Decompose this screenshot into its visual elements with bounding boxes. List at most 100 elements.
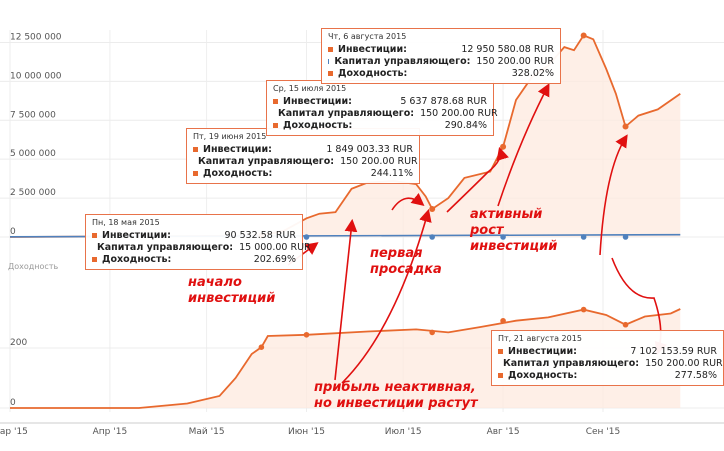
y-tick-label: 10 000 000 [10,71,62,81]
legend-square-icon [193,146,198,152]
tooltip-label: Капитал управляющего: [198,155,335,167]
investment-point[interactable] [429,205,436,212]
tooltip-5: Пт, 21 августа 2015 Инвестиции: 7 102 153.… [491,330,724,386]
yield-point[interactable] [258,344,265,350]
x-tick-label: Мар '15 [0,427,28,437]
tooltip-4: Чт, 6 августа 2015 Инвестиции: 12 950 580.… [321,28,561,84]
tooltip-value: 5 637 878.68 RUR [400,95,487,107]
tooltip-label: Инвестиции: [283,95,352,107]
tooltip-value: 15 000.00 RUR [239,241,311,253]
tooltip-row-inv: Инвестиции: 12 950 580.08 RUR [328,43,554,55]
legend-square-icon [328,70,333,76]
tooltip-row-inv: Инвестиции: 90 532.58 RUR [92,229,296,241]
annotation-arrow [334,218,358,381]
legend-square-icon [92,256,97,262]
x-tick-label: Июл '15 [385,427,422,437]
legend-square-icon [498,348,503,354]
capital-point[interactable] [429,234,435,240]
tooltip-label: Капитал управляющего: [334,55,471,67]
tooltip-value: 202.69% [253,253,296,265]
y-tick-label: 7 500 000 [10,110,56,120]
tooltip-label: Капитал управляющего: [503,357,640,369]
yield-point[interactable] [622,321,629,328]
x-tick-label: Авг '15 [487,427,520,437]
tooltip-date: Пт, 19 июня 2015 [193,132,267,141]
tooltip-2: Пт, 19 июня 2015 Инвестиции: 1 849 003.33 … [186,128,420,184]
tooltip-row-yld: Доходность: 290.84% [273,119,487,131]
x-tick-label: Сен '15 [586,427,621,437]
tooltip-label: Доходность: [508,369,578,381]
legend-square-icon [498,372,503,378]
tooltip-row-cap: Капитал управляющего: 150 200.00 RUR [328,55,554,67]
tooltip-row-cap: Капитал управляющего: 15 000.00 RUR [92,241,311,253]
tooltip-row-cap: Капитал управляющего: 150 200.00 RUR [273,107,498,119]
tooltip-value: 7 102 153.59 RUR [630,345,717,357]
capital-point[interactable] [500,234,506,240]
series-line-0-0 [9,34,681,238]
capital-point[interactable] [580,234,587,240]
x-tick-label: Июн '15 [288,427,325,437]
annotation-arrow [391,192,425,211]
y-tick-label: 2 500 000 [10,188,56,198]
tooltip-value: 1 849 003.33 RUR [326,143,413,155]
x-tick-label: Май '15 [189,427,225,437]
tooltip-label: Доходность: [102,253,172,265]
tooltip-date: Ср, 15 июля 2015 [273,84,347,93]
tooltip-value: 150 200.00 RUR [340,155,418,167]
tooltip-value: 328.02% [511,67,554,79]
series-area-0-0 [10,35,681,238]
tooltip-date: Пт, 21 августа 2015 [498,334,582,343]
y-tick-label: 0 [10,398,16,408]
legend-square-icon [273,122,278,128]
annotation-a3: активный рост инвестиций [470,207,558,254]
tooltip-1: Пн, 18 мая 2015 Инвестиции: 90 532.58 RUR К… [85,214,311,270]
tooltip-row-yld: Доходность: 277.58% [498,369,717,381]
annotation-arrow [497,83,550,207]
annotation-arrow [599,134,628,256]
tooltip-row-cap: Капитал управляющего: 150 200.00 RUR [498,357,723,369]
legend-square-icon [328,46,333,52]
investment-point[interactable] [580,32,587,39]
yield-point[interactable] [500,317,506,324]
y-tick-label: 0 [10,227,16,237]
yield-point[interactable] [580,306,587,313]
capital-point[interactable] [303,234,310,240]
investment-point[interactable] [622,123,629,130]
y-tick-label: 200 [10,338,27,348]
tooltip-label: Капитал управляющего: [278,107,415,119]
yield-point[interactable] [303,331,310,338]
tooltip-row-yld: Доходность: 244.11% [193,167,413,179]
tooltip-value: 290.84% [444,119,487,131]
capital-point[interactable] [622,234,629,240]
tooltip-label: Инвестиции: [508,345,577,357]
tooltip-row-yld: Доходность: 202.69% [92,253,296,265]
x-tick-label: Апр '15 [93,427,128,437]
tooltip-value: 150 200.00 RUR [420,107,498,119]
tooltip-row-cap: Капитал управляющего: 150 200.00 RUR [193,155,418,167]
tooltip-label: Доходность: [338,67,408,79]
legend-square-icon [193,170,198,176]
tooltip-label: Инвестиции: [203,143,272,155]
tooltip-value: 150 200.00 RUR [645,357,723,369]
yield-panel-title: Доходность [8,262,59,271]
investment-point[interactable] [500,143,507,150]
tooltip-date: Чт, 6 августа 2015 [328,32,407,41]
tooltip-row-yld: Доходность: 328.02% [328,67,554,79]
series-line-1-0 [10,308,681,409]
tooltip-3: Ср, 15 июля 2015 Инвестиции: 5 637 878.68 … [266,80,498,136]
annotation-a1: начало инвестиций [188,275,276,306]
tooltip-value: 150 200.00 RUR [476,55,554,67]
legend-square-icon [92,232,97,238]
tooltip-label: Доходность: [203,167,273,179]
tooltip-row-inv: Инвестиции: 7 102 153.59 RUR [498,345,717,357]
annotation-arrow [341,208,432,384]
tooltip-date: Пн, 18 мая 2015 [92,218,160,227]
tooltip-row-inv: Инвестиции: 5 637 878.68 RUR [273,95,487,107]
yield-point[interactable] [429,329,435,336]
tooltip-row-inv: Инвестиции: 1 849 003.33 RUR [193,143,413,155]
y-tick-label: 12 500 000 [10,32,62,42]
annotation-arrow [446,146,509,213]
tooltip-label: Инвестиции: [338,43,407,55]
tooltip-label: Доходность: [283,119,353,131]
tooltip-label: Инвестиции: [102,229,171,241]
